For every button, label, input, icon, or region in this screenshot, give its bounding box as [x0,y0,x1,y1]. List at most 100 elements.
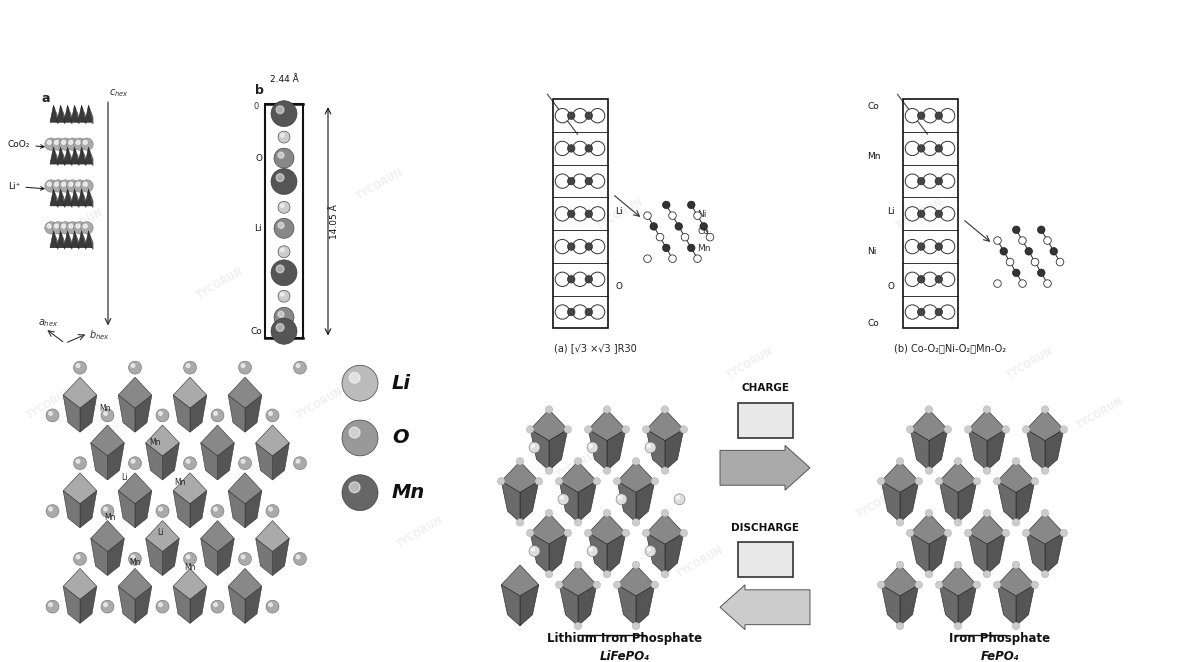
Circle shape [294,457,306,470]
Polygon shape [272,443,289,480]
Circle shape [278,311,284,317]
Polygon shape [64,473,97,504]
Polygon shape [60,189,65,208]
Circle shape [688,201,695,209]
Circle shape [73,138,86,150]
Circle shape [545,406,553,413]
Circle shape [916,477,923,485]
Text: Li: Li [121,473,128,482]
Polygon shape [900,585,919,626]
Circle shape [944,530,952,537]
Circle shape [558,494,569,504]
Polygon shape [71,105,78,122]
Circle shape [564,426,571,433]
Circle shape [44,222,58,234]
Circle shape [278,290,290,302]
Polygon shape [85,189,92,206]
Polygon shape [80,587,97,624]
Circle shape [1042,467,1049,474]
Circle shape [590,272,605,287]
Text: TYCORUN: TYCORUN [1004,346,1055,381]
Text: TYCORUN: TYCORUN [194,266,245,301]
Circle shape [668,212,677,219]
Circle shape [661,509,668,517]
Circle shape [688,244,695,252]
Circle shape [925,509,932,517]
Polygon shape [64,105,71,122]
Circle shape [1038,226,1045,234]
Circle shape [296,459,300,463]
Polygon shape [256,425,289,456]
Polygon shape [1016,585,1034,626]
Circle shape [983,406,991,413]
Polygon shape [54,231,58,250]
Polygon shape [108,538,125,575]
Circle shape [556,477,563,485]
Polygon shape [502,461,539,493]
Circle shape [80,222,94,234]
Circle shape [545,571,553,578]
Text: FePO₄: FePO₄ [980,650,1020,662]
Polygon shape [162,538,179,575]
Circle shape [77,555,80,559]
Polygon shape [64,231,71,248]
Circle shape [61,224,66,228]
Circle shape [877,477,886,485]
Circle shape [668,255,677,262]
Polygon shape [647,430,665,471]
Circle shape [278,152,284,158]
Polygon shape [85,147,92,164]
Circle shape [925,467,932,474]
Polygon shape [134,587,152,624]
Circle shape [572,109,587,123]
Polygon shape [118,491,134,528]
Circle shape [1042,406,1049,413]
Circle shape [925,571,932,578]
Text: 0: 0 [253,103,258,111]
Circle shape [575,518,582,526]
Circle shape [349,482,360,493]
Circle shape [1031,581,1038,589]
Polygon shape [71,231,78,248]
Bar [265,105,302,338]
Polygon shape [78,231,85,248]
Polygon shape [958,585,977,626]
Text: b: b [256,84,264,97]
Circle shape [527,530,534,537]
Circle shape [128,552,142,565]
Text: Co: Co [697,227,709,236]
Circle shape [941,272,955,287]
Text: TYCORUN: TYCORUN [595,197,646,231]
Polygon shape [520,481,539,522]
Circle shape [572,240,587,254]
Circle shape [586,177,593,185]
Polygon shape [617,565,655,596]
Circle shape [618,496,622,499]
Polygon shape [617,481,636,522]
Circle shape [281,248,284,252]
Circle shape [590,174,605,188]
Circle shape [905,109,919,123]
Polygon shape [118,395,134,432]
Polygon shape [1045,430,1063,471]
Circle shape [516,457,523,465]
Polygon shape [64,569,97,600]
Polygon shape [940,585,958,626]
Circle shape [935,112,943,119]
Polygon shape [217,443,234,480]
Circle shape [47,140,52,144]
Circle shape [556,272,570,287]
Circle shape [59,222,72,234]
Polygon shape [58,231,64,248]
Circle shape [593,581,600,589]
FancyArrow shape [720,446,810,490]
Circle shape [973,477,980,485]
Polygon shape [636,585,655,626]
Circle shape [276,173,284,181]
Circle shape [241,555,245,559]
Polygon shape [940,461,977,493]
Polygon shape [968,513,1006,544]
Circle shape [918,275,925,283]
Circle shape [46,409,59,422]
Circle shape [590,141,605,156]
